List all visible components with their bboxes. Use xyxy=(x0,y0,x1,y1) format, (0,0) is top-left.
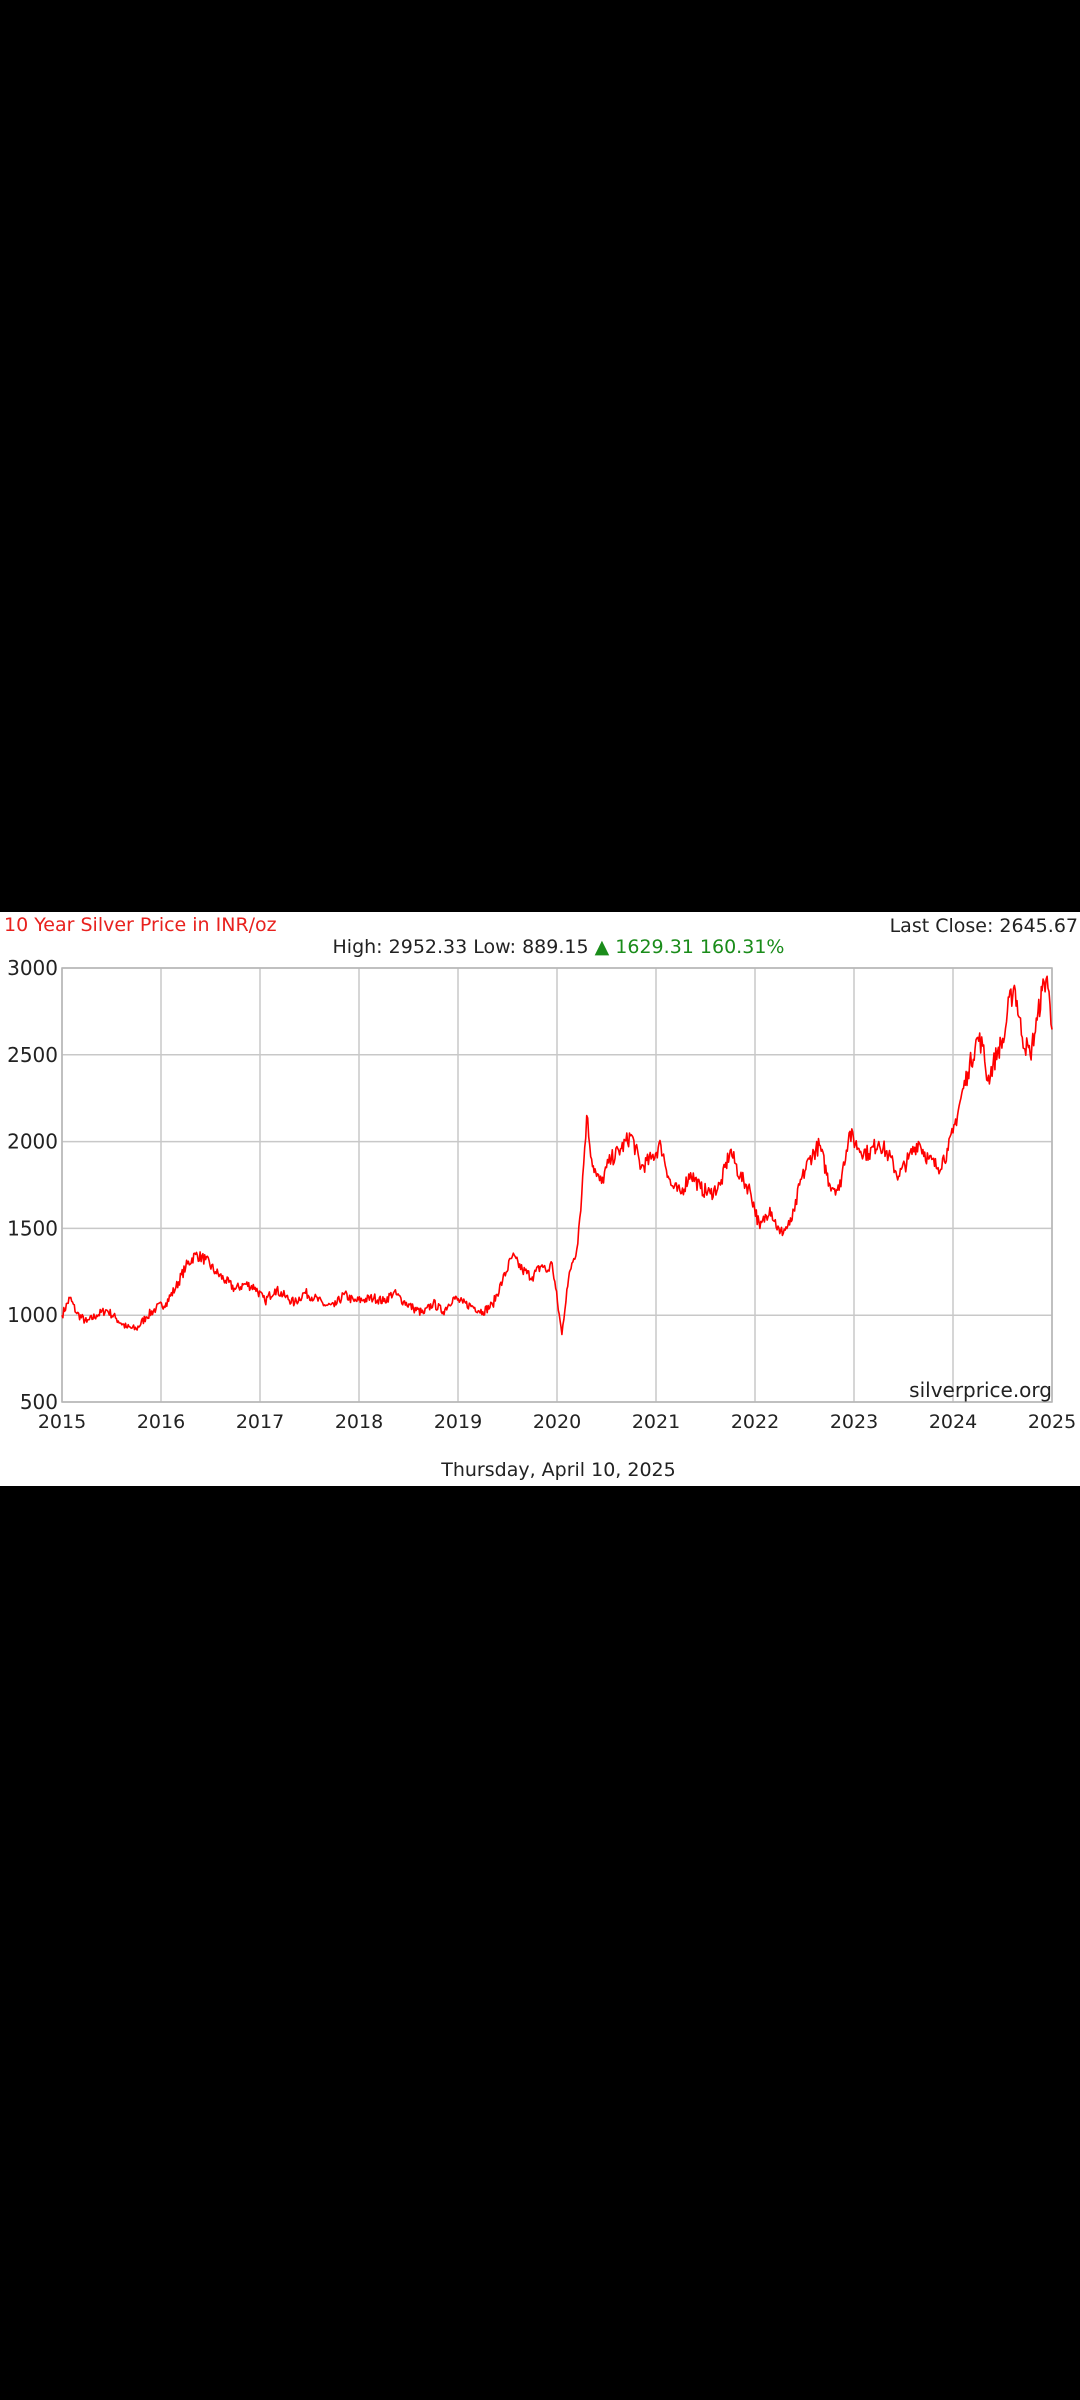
high-label: High: xyxy=(332,936,383,958)
x-axis-ticks: 2015 2016 2017 2018 2019 2020 2021 2022 2023 2024… xyxy=(38,1411,1076,1433)
high-value: 2952.33 xyxy=(388,936,468,958)
low-value: 889.15 xyxy=(522,936,589,958)
y-tick-label: 1000 xyxy=(7,1303,58,1327)
x-tick-label: 2019 xyxy=(434,1411,482,1433)
x-tick-label: 2025 xyxy=(1028,1411,1076,1433)
last-close-label: Last Close: xyxy=(889,915,994,937)
y-tick-label: 3000 xyxy=(7,956,58,980)
low-label: Low: xyxy=(473,936,517,958)
x-tick-label: 2022 xyxy=(731,1411,779,1433)
up-arrow-icon: ▲ xyxy=(594,936,610,958)
x-tick-label: 2021 xyxy=(632,1411,680,1433)
stats-line: High: 2952.33 Low: 889.15 ▲ 1629.31 160.… xyxy=(0,936,1080,958)
x-tick-label: 2023 xyxy=(830,1411,878,1433)
y-tick-label: 2500 xyxy=(7,1043,58,1067)
grid xyxy=(61,967,1053,1403)
x-tick-label: 2020 xyxy=(533,1411,581,1433)
y-tick-label: 1500 xyxy=(7,1216,58,1240)
last-close-value: 2645.67 xyxy=(999,915,1078,937)
change-value: 1629.31 xyxy=(615,936,694,958)
x-tick-label: 2015 xyxy=(38,1411,86,1433)
x-tick-label: 2024 xyxy=(929,1411,977,1433)
x-tick-label: 2017 xyxy=(236,1411,284,1433)
chart-panel: 500 1000 1500 2000 2500 3000 2015 2016 2017 2018… xyxy=(0,912,1080,1486)
watermark: silverprice.org xyxy=(909,1378,1052,1402)
line-chart: 500 1000 1500 2000 2500 3000 2015 2016 2017 2018… xyxy=(7,956,1076,1433)
plot-frame xyxy=(61,967,1053,1403)
chart-title: 10 Year Silver Price in INR/oz xyxy=(4,914,277,936)
price-series-line xyxy=(61,975,1053,1336)
y-tick-label: 500 xyxy=(20,1390,58,1414)
date-label: Thursday, April 10, 2025 xyxy=(441,1459,676,1481)
change-percent: 160.31% xyxy=(699,936,785,958)
last-close: Last Close: 2645.67 xyxy=(890,915,1078,937)
y-axis-ticks: 500 1000 1500 2000 2500 3000 xyxy=(7,956,58,1414)
x-tick-label: 2016 xyxy=(137,1411,185,1433)
x-tick-label: 2018 xyxy=(335,1411,383,1433)
y-tick-label: 2000 xyxy=(7,1130,58,1154)
